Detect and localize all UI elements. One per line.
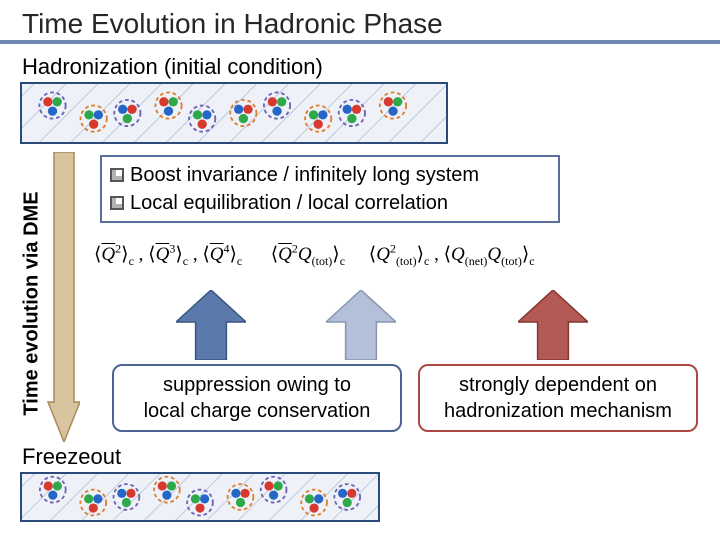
result-box-1: suppression owing tolocal charge conserv… <box>112 364 402 432</box>
formula-group-2: ⟨Q2Q(tot)⟩c <box>271 244 350 265</box>
freezeout-label: Freezeout <box>22 444 121 470</box>
hadronization-strip <box>20 82 448 144</box>
page-title: Time Evolution in Hadronic Phase <box>22 8 443 39</box>
up-arrow-1 <box>176 290 246 360</box>
result-box-2: strongly dependent onhadronization mecha… <box>418 364 698 432</box>
assumption-line-1: Boost invariance / infinitely long syste… <box>110 161 550 189</box>
formula-row: ⟨Q2⟩c , ⟨Q3⟩c , ⟨Q4⟩c ⟨Q2Q(tot)⟩c ⟨Q2(to… <box>94 242 710 282</box>
freezeout-strip <box>20 472 380 522</box>
up-arrow-3 <box>518 290 588 360</box>
time-evolution-label: Time evolution via DME <box>21 174 44 434</box>
assumption-box: Boost invariance / infinitely long syste… <box>100 155 560 223</box>
bullet-icon <box>110 168 124 182</box>
formula-group-1: ⟨Q2⟩c , ⟨Q3⟩c , ⟨Q4⟩c <box>94 244 247 265</box>
assumption-line-2: Local equilibration / local correlation <box>110 189 550 217</box>
time-evolution-arrow: Time evolution via DME <box>10 152 80 442</box>
formula-group-3: ⟨Q2(tot)⟩c , ⟨Q(net)Q(tot)⟩c <box>369 244 535 265</box>
hadronization-label: Hadronization (initial condition) <box>22 54 323 80</box>
title-bar: Time Evolution in Hadronic Phase <box>0 6 720 44</box>
bullet-icon <box>110 196 124 210</box>
up-arrow-2 <box>326 290 396 360</box>
